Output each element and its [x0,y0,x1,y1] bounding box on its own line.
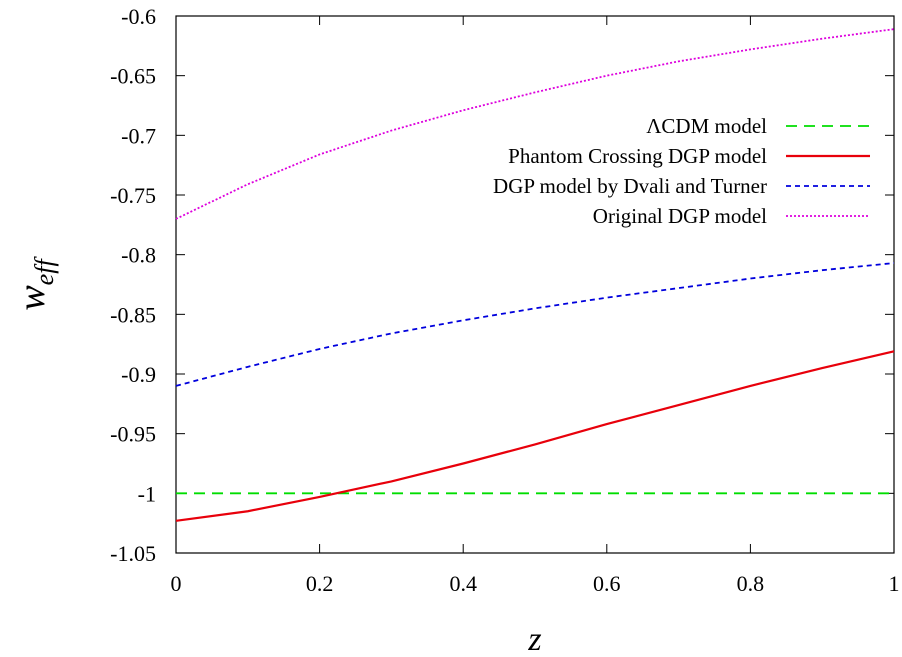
legend-label-2: DGP model by Dvali and Turner [493,174,767,198]
legend-label-3: Original DGP model [593,204,767,228]
y-tick-label: -0.6 [121,4,156,29]
x-tick-label: 0 [171,571,182,596]
y-axis-title: weff [11,256,59,311]
legend: ΛCDM model Phantom Crossing DGP model DGP … [493,114,870,228]
y-tick-label: -0.7 [121,123,156,148]
x-tick-label: 0.8 [737,571,765,596]
plot-frame [175,15,895,554]
x-tick-label: 0.2 [306,571,334,596]
series-line-1 [175,350,895,522]
y-tick-label: -1 [138,481,156,506]
y-tick-label: -1.05 [110,541,156,566]
x-tick-label: 0.6 [593,571,621,596]
legend-label-0: ΛCDM model [646,114,767,138]
y-axis-title-sub: eff [30,256,59,286]
y-axis-title-main: w [11,285,53,311]
series-line-3 [175,28,895,220]
x-tick-label: 0.4 [449,571,477,596]
series-layer [175,28,895,522]
series-line-2 [175,262,895,387]
y-tick-label: -0.75 [110,183,156,208]
x-tick-label: 1 [889,571,900,596]
legend-label-1: Phantom Crossing DGP model [508,144,767,168]
x-axis-title: z [527,621,541,657]
y-tick-label: -0.85 [110,302,156,327]
y-tick-label: -0.9 [121,362,156,387]
y-tick-label: -0.95 [110,422,156,447]
axis-ticks: 0 0.2 0.4 0.6 0.8 1 -1.05 -1 -0.95 -0.9 -0.85 -0.8 -… [110,4,899,596]
y-tick-label: -0.65 [110,64,156,89]
svg-text:weff: weff [11,256,59,311]
y-tick-label: -0.8 [121,243,156,268]
